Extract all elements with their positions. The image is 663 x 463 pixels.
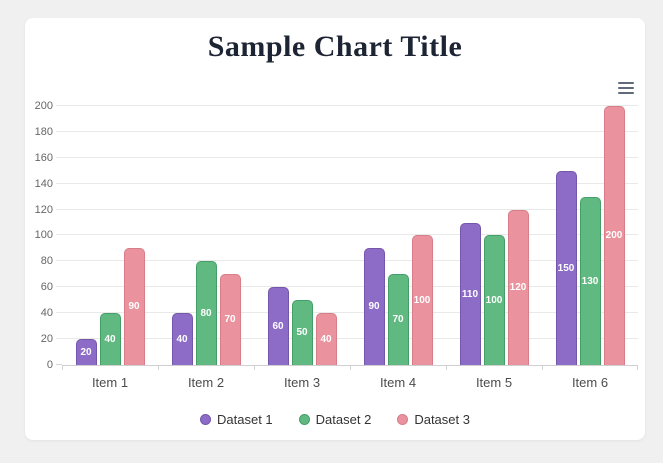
y-gridline [56, 157, 638, 158]
y-axis-tick-label: 140 [34, 178, 53, 190]
chart-title: Sample Chart Title [207, 30, 463, 63]
bar-dataset-2-item-4[interactable]: 70 [387, 274, 409, 365]
bar-value-label: 70 [224, 314, 236, 325]
legend-item-dataset-2[interactable]: Dataset 2 [298, 412, 372, 427]
y-axis-tick-label: 100 [34, 229, 53, 241]
plot-area: 0 20 40 60 80 100 120 140 160 180 200 20 40 90 40 80 70 6… [35, 100, 638, 371]
bar-group-item-3: 60 50 40 [254, 106, 350, 365]
x-axis-label-item-4: Item 4 [379, 375, 417, 390]
hamburger-menu-icon[interactable] [614, 78, 638, 98]
bar-dataset-3-item-4[interactable]: 100 [411, 235, 433, 365]
bar-dataset-1-item-3[interactable]: 60 [267, 287, 289, 365]
y-axis-tick-label: 20 [40, 333, 53, 345]
y-gridline [56, 183, 638, 184]
hamburger-line [618, 92, 634, 94]
bar-value-label: 60 [272, 320, 284, 332]
x-tick-mark [350, 365, 351, 370]
bar-dataset-3-item-3[interactable]: 40 [315, 313, 337, 365]
y-gridline [56, 234, 638, 235]
bar-value-label: 130 [581, 275, 599, 287]
legend-label: Dataset 1 [217, 412, 273, 427]
x-axis-label-item-6: Item 6 [571, 375, 609, 390]
legend-marker-icon [200, 414, 212, 425]
x-axis-label-item-2: Item 2 [187, 375, 225, 390]
x-tick-mark [446, 365, 447, 370]
y-axis-tick-label: 40 [40, 307, 53, 319]
hamburger-line [618, 82, 634, 84]
y-axis-tick-label: 80 [40, 255, 53, 267]
bar-group-item-4: 90 70 100 [350, 106, 446, 365]
bar-dataset-2-item-1[interactable]: 40 [99, 313, 121, 365]
x-tick-mark [62, 365, 63, 370]
y-gridline [56, 105, 638, 106]
bar-value-label: 150 [557, 262, 575, 274]
y-gridline [56, 209, 638, 210]
bar-value-label: 20 [80, 346, 92, 358]
legend-label: Dataset 3 [414, 412, 470, 427]
bar-group-item-2: 40 80 70 [158, 106, 254, 365]
y-axis-tick-label: 0 [46, 359, 53, 371]
bar-value-label: 90 [128, 301, 140, 312]
bar-value-label: 120 [509, 282, 527, 293]
bar-value-label: 100 [413, 294, 431, 306]
y-gridline [56, 131, 638, 132]
x-axis-labels: Item 1 Item 2 Item 3 Item 4 Item 5 Item 6 [62, 375, 638, 390]
legend-item-dataset-3[interactable]: Dataset 3 [397, 412, 470, 427]
bar-dataset-1-item-5[interactable]: 110 [459, 223, 481, 365]
legend-marker-icon [298, 414, 310, 425]
chart-legend: Dataset 1 Dataset 2 Dataset 3 [25, 412, 645, 427]
y-axis-tick-label: 160 [34, 152, 53, 164]
bar-dataset-2-item-6[interactable]: 130 [579, 197, 601, 365]
bar-dataset-1-item-2[interactable]: 40 [171, 313, 193, 365]
legend-label: Dataset 2 [315, 412, 372, 427]
bar-group-item-1: 20 40 90 [62, 106, 158, 365]
bar-group-item-6: 150 130 200 [542, 106, 638, 365]
x-tick-mark [637, 365, 638, 370]
bar-value-label: 80 [200, 307, 212, 319]
bar-dataset-1-item-1[interactable]: 20 [75, 339, 97, 365]
y-axis-tick-label: 120 [34, 204, 53, 216]
bar-dataset-1-item-6[interactable]: 150 [555, 171, 577, 365]
bar-dataset-3-item-5[interactable]: 120 [507, 210, 529, 365]
y-gridline [56, 338, 638, 339]
y-gridline [56, 260, 638, 261]
y-gridline [56, 286, 638, 287]
bar-value-label: 70 [392, 314, 404, 325]
y-tick-mark [56, 364, 62, 365]
x-axis-label-item-5: Item 5 [475, 375, 513, 390]
bar-value-label: 40 [104, 333, 116, 345]
bar-value-label: 40 [320, 333, 332, 345]
x-tick-mark [158, 365, 159, 370]
y-axis-tick-label: 180 [34, 126, 53, 138]
x-tick-mark [254, 365, 255, 370]
bar-value-label: 110 [461, 288, 479, 300]
bar-dataset-3-item-6[interactable]: 200 [603, 106, 625, 365]
bar-dataset-3-item-2[interactable]: 70 [219, 274, 241, 365]
bar-dataset-2-item-5[interactable]: 100 [483, 235, 505, 365]
bar-dataset-2-item-2[interactable]: 80 [195, 261, 217, 365]
y-axis-tick-label: 60 [40, 281, 53, 293]
bar-group-item-5: 110 100 120 [446, 106, 542, 365]
bar-dataset-2-item-3[interactable]: 50 [291, 300, 313, 365]
bar-value-label: 200 [605, 230, 623, 241]
hamburger-line [618, 87, 634, 89]
x-tick-mark [542, 365, 543, 370]
bar-value-label: 40 [176, 333, 188, 345]
bar-value-label: 100 [485, 294, 503, 306]
y-axis-tick-label: 200 [34, 100, 53, 112]
bar-groups: 20 40 90 40 80 70 60 50 40 90 70 100 110 100 120 150 130… [62, 106, 638, 365]
x-axis-label-item-3: Item 3 [283, 375, 321, 390]
bar-dataset-3-item-1[interactable]: 90 [123, 248, 145, 365]
legend-marker-icon [397, 414, 409, 425]
bar-value-label: 90 [368, 301, 380, 312]
y-gridline [56, 312, 638, 313]
bar-value-label: 50 [296, 327, 308, 338]
bar-dataset-1-item-4[interactable]: 90 [363, 248, 385, 365]
x-axis-label-item-1: Item 1 [91, 375, 129, 390]
legend-item-dataset-1[interactable]: Dataset 1 [200, 412, 273, 427]
chart-card: Sample Chart Title 0 20 40 60 80 100 120 140 160… [25, 18, 645, 440]
